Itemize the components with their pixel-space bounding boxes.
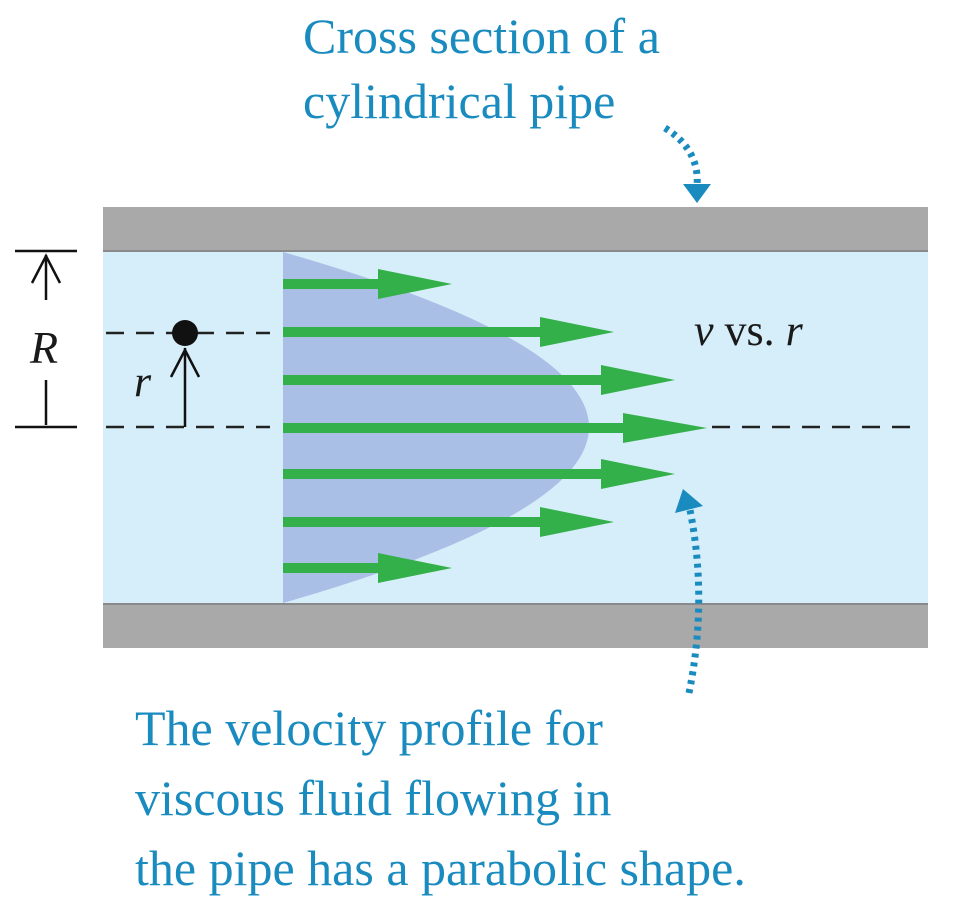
pipe-wall-top bbox=[103, 207, 928, 252]
v-symbol: v bbox=[694, 306, 714, 355]
r-point-dot bbox=[172, 320, 198, 346]
velocity-arrow-7 bbox=[283, 553, 452, 583]
bottom-pointer-arrow bbox=[675, 489, 703, 694]
v-vs-r-label: v vs. r bbox=[694, 306, 804, 355]
velocity-arrow-1 bbox=[283, 269, 452, 299]
radius-dimension bbox=[15, 249, 77, 429]
top-caption-line-2: cylindrical pipe bbox=[303, 73, 615, 129]
top-caption-line-1: Cross section of a bbox=[303, 8, 660, 64]
velocity-arrow-4 bbox=[283, 413, 707, 443]
bottom-caption-line-1: The velocity profile for bbox=[135, 700, 603, 756]
r-arrow bbox=[169, 347, 201, 427]
r-label: r bbox=[134, 357, 152, 406]
bottom-caption-line-2: viscous fluid flowing in bbox=[135, 770, 611, 826]
pipe-wall-bottom bbox=[103, 603, 928, 648]
velocity-arrows bbox=[283, 269, 707, 583]
velocity-arrow-6 bbox=[283, 507, 614, 537]
velocity-arrow-5 bbox=[283, 459, 675, 489]
velocity-arrow-3 bbox=[283, 365, 675, 395]
bottom-caption-line-3: the pipe has a parabolic shape. bbox=[135, 840, 746, 896]
vs-text: vs. bbox=[714, 306, 786, 355]
radius-label: R bbox=[29, 322, 58, 373]
r-symbol: r bbox=[786, 306, 804, 355]
velocity-arrow-2 bbox=[283, 317, 614, 347]
top-pointer-arrow bbox=[663, 125, 711, 203]
